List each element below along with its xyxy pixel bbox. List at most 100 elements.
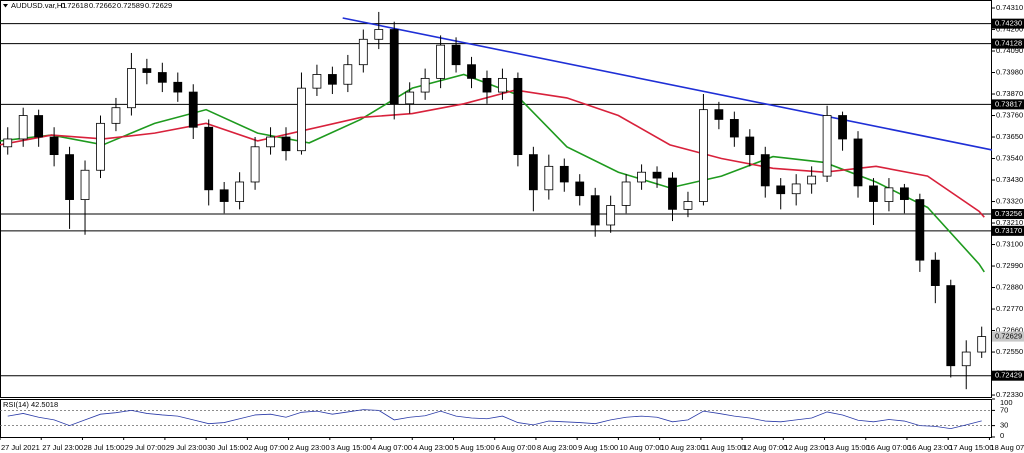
level-label: 0.72429: [995, 371, 1022, 380]
ohlc-close: 0.72629: [145, 1, 172, 10]
candle-body: [528, 154, 538, 191]
x-tick-label: 4 Aug 07:00: [372, 443, 412, 452]
candle-body: [127, 68, 136, 109]
candle-body: [204, 126, 214, 191]
y-tick-label: 0.73210: [996, 218, 1023, 227]
x-tick-label: 17 Aug 15:00: [949, 443, 993, 452]
current-price-tag: [992, 331, 1024, 342]
candle-body: [142, 68, 152, 73]
level-label: 0.74128: [995, 39, 1022, 48]
candle-body: [235, 181, 245, 202]
x-tick-label: 18 Aug 07:00: [990, 443, 1024, 452]
x-tick-label: 9 Aug 15:00: [578, 443, 618, 452]
y-tick-label: 0.72990: [996, 261, 1023, 270]
candle-body: [946, 285, 956, 367]
candle-body: [343, 64, 353, 85]
candle-body: [111, 107, 121, 124]
candle-body: [961, 351, 971, 367]
y-tick-label: 0.74310: [996, 3, 1023, 12]
candle-body: [389, 29, 399, 105]
x-tick-label: 30 Jul 15:00: [207, 443, 248, 452]
ohlc-open: 0.72618: [61, 1, 88, 10]
candle-body: [977, 336, 987, 353]
candle-body: [327, 74, 337, 85]
ohlc-high: 0.72662: [89, 1, 116, 10]
candle-body: [822, 115, 832, 177]
menu-arrow[interactable]: [3, 4, 8, 8]
x-tick-label: 16 Aug 07:00: [867, 443, 911, 452]
symbol-title: AUDUSD.var,H1: [11, 1, 66, 10]
candle-body: [266, 136, 275, 148]
x-tick-label: 13 Aug 15:00: [826, 443, 870, 452]
x-tick-label: 27 Jul 23:00: [42, 443, 83, 452]
candle-body: [312, 74, 322, 89]
candle-body: [559, 165, 569, 183]
trendline: [342, 17, 993, 151]
y-tick-label: 0.73430: [996, 175, 1023, 184]
candle-body: [884, 187, 894, 202]
x-tick-label: 5 Aug 15:00: [454, 443, 494, 452]
candle-body: [791, 183, 801, 195]
x-tick-label: 12 Aug 23:00: [784, 443, 828, 452]
candle-body: [869, 185, 878, 202]
x-tick-label: 12 Aug 07:00: [743, 443, 787, 452]
candle-body: [776, 185, 786, 195]
price-panel: [0, 0, 992, 398]
x-tick-label: 8 Aug 23:00: [537, 443, 577, 452]
candle-body: [853, 138, 863, 187]
rsi-title: RSI(14): [3, 400, 29, 409]
candle-body: [436, 44, 446, 79]
level-label: 0.73170: [995, 226, 1022, 235]
level-tag: [992, 209, 1024, 220]
level-label: 0.73817: [995, 99, 1022, 108]
candle-body: [575, 181, 585, 197]
candle-body: [838, 115, 847, 140]
level-tag: [992, 99, 1024, 110]
candle-body: [374, 29, 384, 40]
candle-body: [652, 171, 662, 179]
rsi-tick-label: 100: [1000, 398, 1013, 407]
candle-body: [188, 91, 198, 128]
level-tag: [992, 38, 1024, 49]
candle-body: [34, 115, 44, 138]
current-price-label: 0.72629: [995, 332, 1022, 341]
x-tick-label: 2 Aug 23:00: [290, 443, 330, 452]
candle-body: [714, 109, 724, 120]
x-tick-label: 2 Aug 07:00: [248, 443, 288, 452]
candle-body: [250, 146, 260, 183]
y-tick-label: 0.73870: [996, 89, 1023, 98]
y-tick-label: 0.74200: [996, 25, 1023, 34]
level-tag: [992, 225, 1024, 236]
y-tick-label: 0.73760: [996, 111, 1023, 120]
x-tick-label: 11 Aug 15:00: [702, 443, 746, 452]
y-tick-label: 0.73980: [996, 68, 1023, 77]
level-tag: [992, 18, 1024, 29]
candle-body: [467, 64, 476, 79]
candle-body: [729, 119, 739, 138]
candle-body: [358, 38, 368, 66]
candle-body: [420, 77, 430, 93]
candle-body: [621, 181, 631, 206]
candle-body: [49, 136, 59, 156]
candle-body: [96, 122, 105, 171]
candle-body: [915, 199, 925, 261]
x-tick-label: 27 Jul 2021: [1, 443, 40, 452]
y-tick-label: 0.72770: [996, 304, 1023, 313]
candle-body: [65, 154, 74, 200]
x-tick-label: 16 Aug 23:00: [908, 443, 952, 452]
rsi-tick-label: 0: [1000, 431, 1004, 440]
y-tick-label: 0.73650: [996, 132, 1023, 141]
rsi-value: 42.5018: [31, 400, 58, 409]
candle-body: [18, 115, 28, 140]
candle-body: [683, 201, 693, 210]
candle-body: [699, 109, 708, 202]
y-tick-label: 0.73540: [996, 154, 1023, 163]
y-tick-label: 0.72550: [996, 347, 1023, 356]
level-label: 0.74230: [995, 19, 1022, 28]
candle-body: [157, 72, 167, 83]
rsi-panel: [0, 399, 992, 438]
candle-body: [80, 169, 90, 200]
y-tick-label: 0.72880: [996, 283, 1023, 292]
x-tick-label: 10 Aug 23:00: [661, 443, 705, 452]
